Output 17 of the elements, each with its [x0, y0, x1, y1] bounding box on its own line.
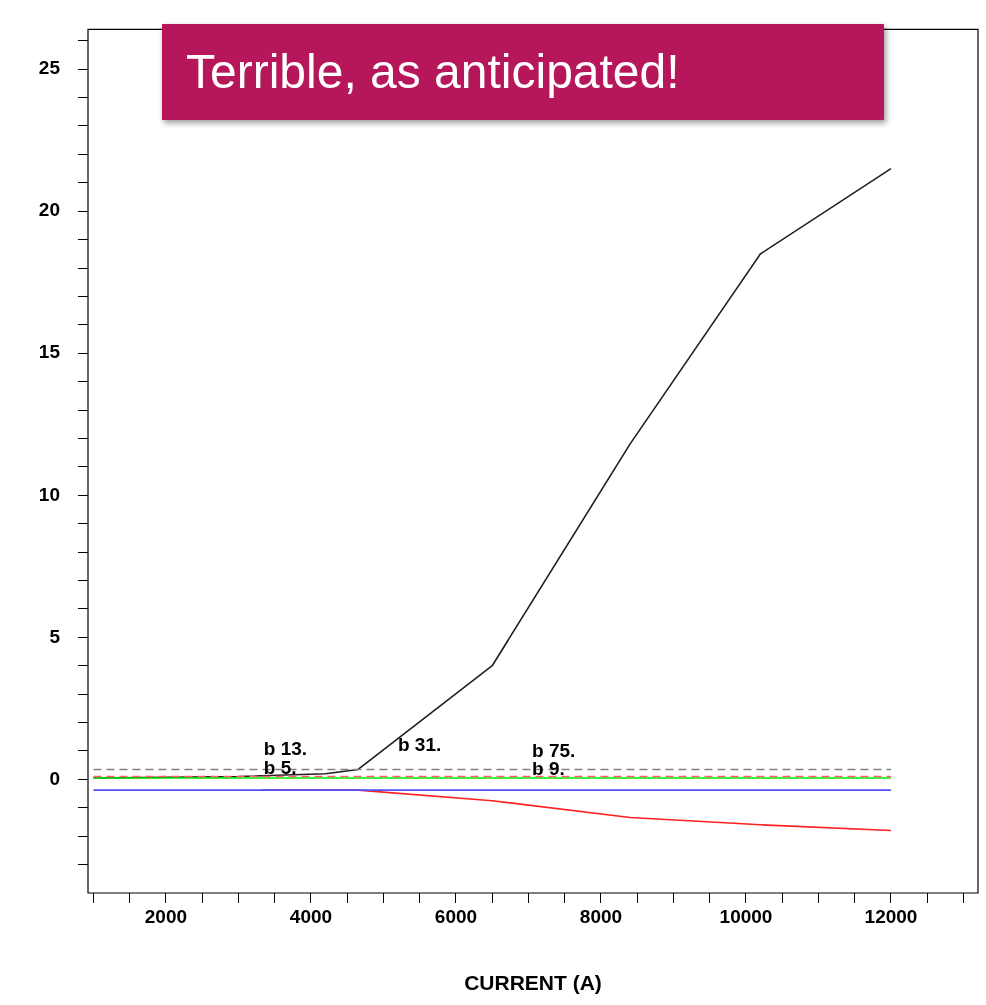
x-tick-label: 4000: [289, 905, 333, 927]
x-tick-label: 10000: [719, 905, 773, 927]
x-tick-label: 8000: [579, 905, 623, 927]
annotation: b 31.: [397, 733, 442, 755]
y-tick-label: 25: [38, 57, 61, 79]
y-tick-label: 5: [49, 625, 61, 647]
y-tick-label: 15: [38, 341, 61, 363]
annotation: b 9.: [532, 758, 565, 780]
y-tick-label: 20: [38, 199, 60, 221]
y-tick-label: 0: [49, 767, 60, 789]
x-tick-label: 2000: [144, 905, 188, 927]
x-axis-title: CURRENT (A): [464, 971, 602, 995]
annotation: b 75.: [532, 739, 576, 761]
x-tick-label: 12000: [864, 905, 918, 927]
y-tick-label: 10: [38, 483, 60, 505]
x-tick-label: 6000: [434, 905, 478, 927]
chart-title: Terrible, as anticipated!: [186, 44, 680, 100]
